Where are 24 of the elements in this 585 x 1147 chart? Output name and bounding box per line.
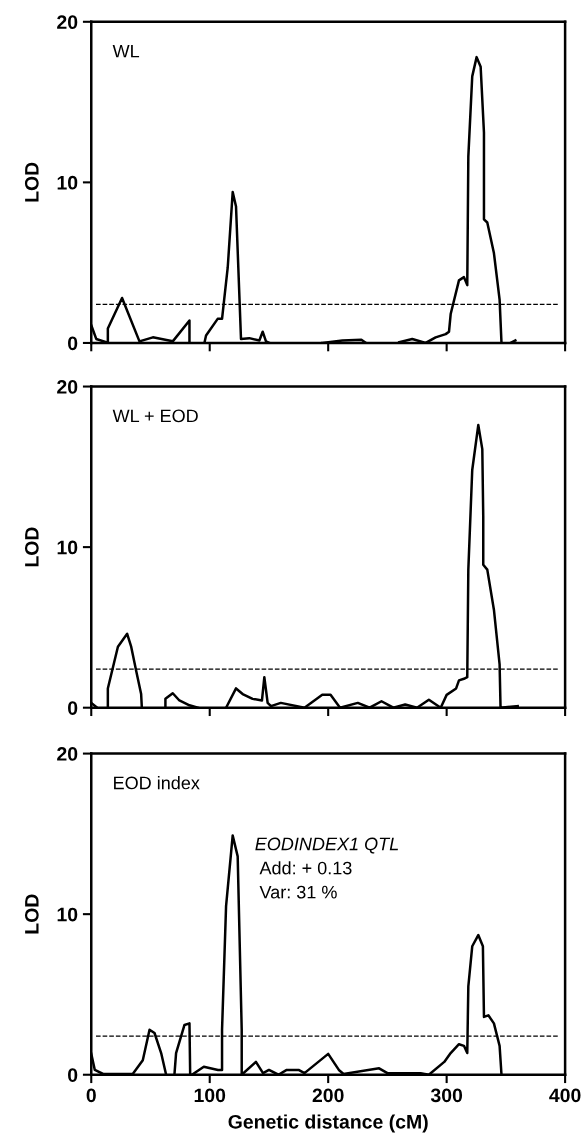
y-tick-label: 10 xyxy=(57,175,78,190)
y-tick-label: 0 xyxy=(68,1068,78,1082)
x-tick-label: 0 xyxy=(86,1088,96,1103)
x-axis-title: Genetic distance (cM) xyxy=(228,1114,428,1133)
annotation: Var: 31 % xyxy=(259,885,337,899)
annotation: EODINDEX1 QTL xyxy=(255,837,398,854)
y-tick-label: 20 xyxy=(57,747,78,761)
annotation: Add: + 0.13 xyxy=(259,861,352,875)
x-tick-label: 200 xyxy=(312,1088,344,1103)
y-axis-title: LOD xyxy=(24,527,39,567)
y-axis-title: LOD xyxy=(24,162,39,202)
y-tick-label: 10 xyxy=(57,540,78,555)
y-axis-title: LOD xyxy=(24,894,39,934)
y-tick-label: 20 xyxy=(57,380,78,394)
x-tick-label: 400 xyxy=(549,1088,581,1103)
x-tick-label: 300 xyxy=(430,1088,463,1103)
y-tick-label: 10 xyxy=(57,907,78,922)
text: EOD index xyxy=(114,776,200,790)
x-tick-label: 100 xyxy=(194,1088,226,1103)
text: WL xyxy=(112,44,140,58)
y-tick-label: 0 xyxy=(68,701,78,715)
y-tick-label: 20 xyxy=(57,15,78,30)
y-tick-label: 0 xyxy=(68,336,78,351)
text: WL + EOD xyxy=(112,409,198,423)
